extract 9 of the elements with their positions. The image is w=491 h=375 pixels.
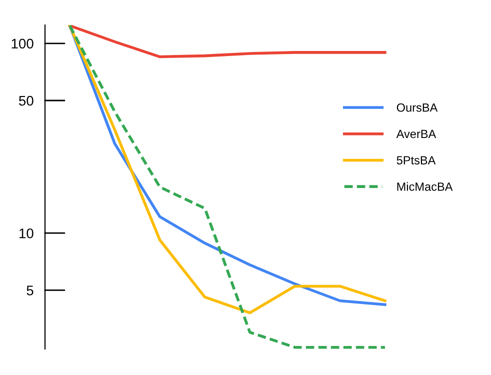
y-tick-label: 10 xyxy=(20,228,34,238)
legend-label: OursBA xyxy=(396,103,438,112)
legend-label: MicMacBA xyxy=(397,182,453,191)
line-series xyxy=(68,25,386,58)
legend-label: AverBA xyxy=(396,130,436,138)
legend-label: 5PtsBA xyxy=(396,156,436,164)
y-tick-label: 5 xyxy=(26,286,34,296)
y-tick-label: 50 xyxy=(18,96,34,106)
y-tick-label: 100 xyxy=(12,38,34,49)
